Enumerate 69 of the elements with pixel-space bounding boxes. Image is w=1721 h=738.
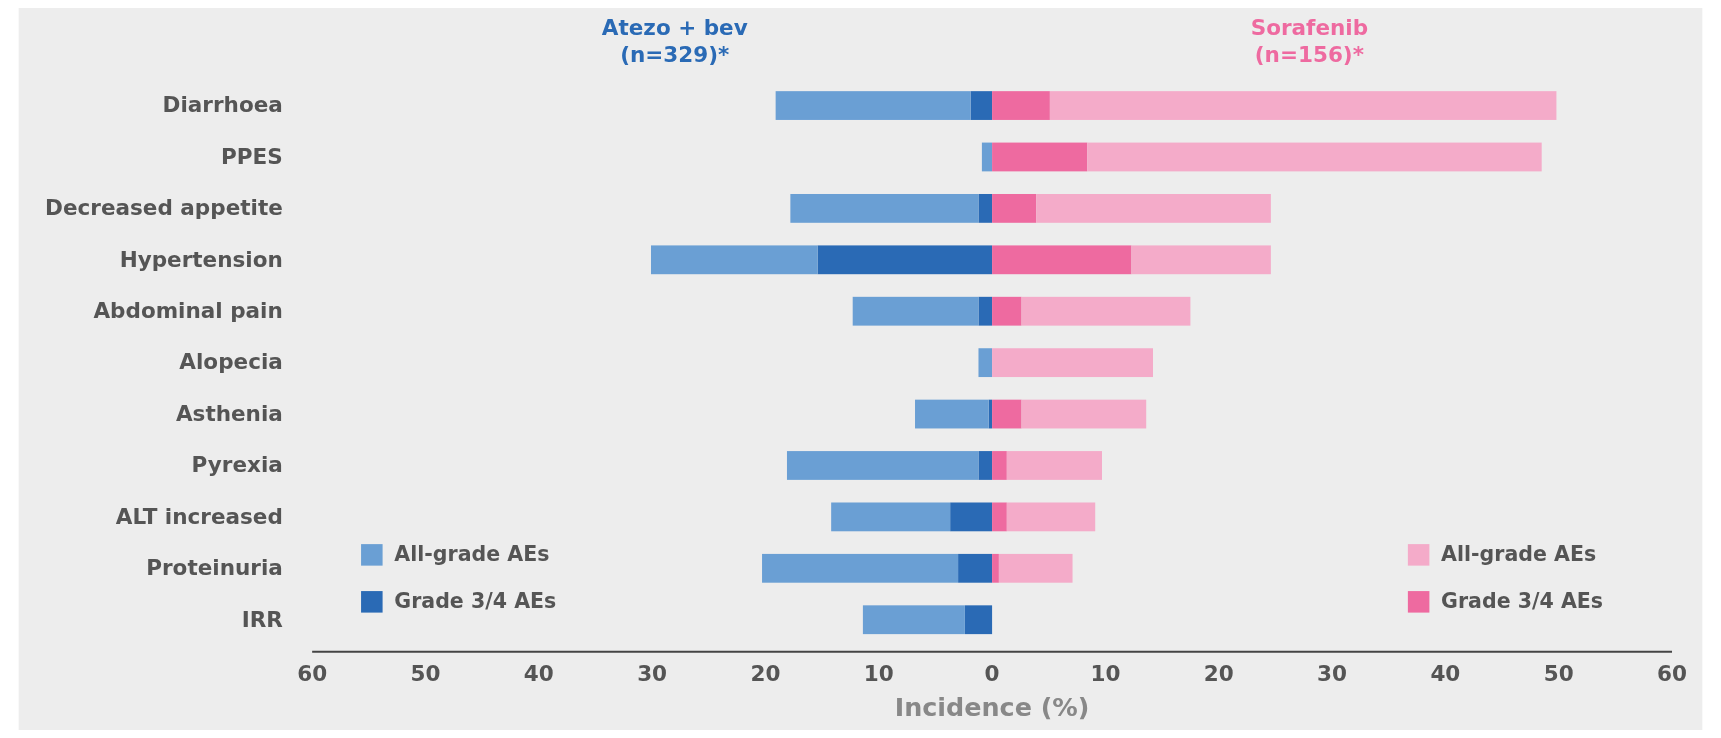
legend-label: All-grade AEs — [394, 541, 550, 566]
bar — [992, 142, 1088, 172]
bar — [1087, 142, 1542, 172]
bar — [992, 399, 1022, 429]
legend-label: All-grade AEs — [1441, 541, 1597, 566]
bar — [978, 348, 993, 378]
bar — [831, 502, 951, 532]
x-axis-title: Incidence (%) — [894, 692, 1090, 723]
y-tick-label: Asthenia — [175, 400, 283, 426]
bar — [1036, 193, 1271, 223]
x-tick-label: 0 — [984, 661, 1000, 687]
x-tick-label: 60 — [1657, 661, 1687, 687]
bar — [852, 296, 979, 326]
text: Sorafenib (n=156)* — [1250, 15, 1369, 67]
x-tick-label: 40 — [1430, 661, 1461, 687]
bar — [978, 451, 993, 480]
bar — [992, 451, 1007, 480]
x-tick-label: 50 — [1543, 661, 1574, 687]
bar — [1049, 91, 1557, 120]
bar — [998, 553, 1073, 583]
bar — [981, 142, 993, 172]
bar — [1131, 245, 1271, 275]
y-tick-label: Pyrexia — [191, 452, 283, 478]
x-tick-label: 10 — [863, 661, 894, 687]
bar — [992, 193, 1037, 223]
bar — [950, 502, 993, 532]
y-tick-label: Hypertension — [119, 246, 283, 272]
bar — [970, 91, 993, 120]
x-tick-label: 30 — [637, 661, 668, 687]
y-tick-label: Diarrhoea — [162, 92, 283, 118]
x-tick-label: 30 — [1317, 661, 1348, 687]
legend-label: Grade 3/4 AEs — [1441, 588, 1604, 613]
bar — [862, 605, 965, 635]
bar — [992, 553, 999, 583]
bar — [1006, 451, 1103, 480]
bar — [958, 553, 993, 583]
y-tick-label: PPES — [221, 143, 283, 169]
bar — [992, 348, 1153, 378]
y-tick-label: Proteinuria — [146, 555, 283, 581]
legend-label: Grade 3/4 AEs — [394, 588, 557, 613]
x-tick-label: 20 — [1203, 661, 1234, 687]
y-tick-label: Alopecia — [179, 349, 283, 375]
bar — [762, 553, 959, 583]
bar — [978, 193, 993, 223]
bar — [915, 399, 989, 429]
bar — [790, 193, 979, 223]
x-tick-label: 20 — [750, 661, 781, 687]
y-tick-label: Decreased appetite — [45, 195, 283, 221]
bar — [1021, 399, 1147, 429]
bar — [1006, 502, 1096, 532]
bar — [1021, 296, 1191, 326]
x-tick-label: 10 — [1090, 661, 1121, 687]
bar — [817, 245, 993, 275]
bar — [992, 502, 1007, 532]
text: Atezo + bev (n=329)* — [601, 15, 748, 67]
bar — [964, 605, 993, 635]
bar — [650, 245, 818, 275]
bar — [775, 91, 971, 120]
y-tick-label: IRR — [241, 606, 284, 632]
bar — [992, 296, 1022, 326]
y-tick-label: Abdominal pain — [93, 298, 283, 324]
bar — [786, 451, 979, 480]
x-tick-label: 40 — [523, 661, 554, 687]
x-tick-label: 60 — [297, 661, 328, 687]
bar — [992, 91, 1050, 120]
y-tick-label: ALT increased — [115, 503, 283, 529]
x-tick-label: 50 — [410, 661, 441, 687]
bar — [978, 296, 993, 326]
bar — [992, 245, 1132, 275]
